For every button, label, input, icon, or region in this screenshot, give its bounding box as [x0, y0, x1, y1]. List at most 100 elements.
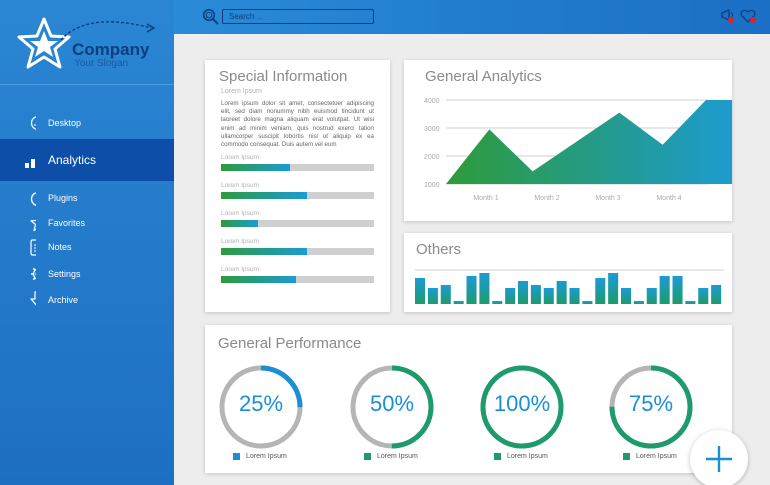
search-input[interactable]: [222, 9, 374, 24]
progress-row: Lorem Ipsum: [221, 182, 374, 199]
donut-ring: [219, 365, 303, 449]
brand-slogan: Your Slogan: [74, 58, 129, 69]
donut-arc: [219, 365, 303, 449]
progress-label: Lorem Ipsum: [221, 154, 259, 161]
bar: [685, 301, 696, 304]
others-card: Others: [404, 233, 732, 312]
special-information-card: Special Information Lorem Ipsum Lorem ip…: [205, 60, 390, 312]
bar: [672, 276, 683, 304]
bar: [453, 301, 464, 304]
donut-value: 25%: [238, 391, 284, 416]
bar: [427, 288, 438, 304]
bar: [633, 301, 644, 304]
area-series: [446, 100, 732, 184]
sidebar-item-plugins[interactable]: Plugins: [0, 189, 174, 207]
notes-icon: [30, 238, 36, 256]
y-tick-label: 3000: [424, 126, 440, 133]
y-tick-label: 4000: [424, 98, 440, 105]
star-icon: [30, 219, 36, 232]
bar-chart-icon: [25, 159, 35, 168]
bar: [621, 288, 632, 304]
notification-icon[interactable]: [720, 8, 736, 24]
bar: [518, 281, 529, 304]
progress-track: [221, 192, 374, 199]
power-icon: [30, 192, 36, 206]
legend-label: Lorem Ipsum: [636, 453, 677, 460]
donut-ring: [350, 365, 434, 449]
legend-item: Lorem Ipsum: [364, 453, 418, 460]
progress-label: Lorem Ipsum: [221, 182, 259, 189]
donut-chart: 75% Lorem Ipsum: [607, 363, 695, 460]
sidebar-item-desktop[interactable]: Desktop: [0, 115, 174, 131]
legend-swatch: [494, 453, 501, 460]
progress-fill: [221, 192, 307, 199]
brand-name: Company: [72, 40, 150, 59]
sidebar: Company Your Slogan Desktop Analytics Pl…: [0, 0, 174, 485]
bar: [582, 301, 593, 304]
y-tick-label: 1000: [424, 182, 440, 189]
sidebar-item-archive[interactable]: Archive: [0, 291, 174, 309]
progress-track: [221, 164, 374, 171]
bar: [415, 278, 426, 304]
donut-chart: 100% Lorem Ipsum: [478, 363, 566, 460]
progress-fill: [221, 276, 296, 283]
card-title: Special Information: [219, 68, 348, 85]
progress-row: Lorem Ipsum: [221, 210, 374, 227]
sidebar-item-label: Notes: [48, 242, 72, 252]
bar: [569, 288, 580, 304]
legend-swatch: [364, 453, 371, 460]
legend-swatch: [233, 453, 240, 460]
donut-value: 100%: [493, 391, 551, 416]
progress-fill: [221, 164, 290, 171]
legend-item: Lorem Ipsum: [623, 453, 677, 460]
progress-fill: [221, 248, 307, 255]
legend-item: Lorem Ipsum: [494, 453, 548, 460]
add-button[interactable]: [690, 430, 748, 485]
sidebar-item-label: Analytics: [48, 153, 97, 167]
bar: [492, 301, 503, 304]
bar: [646, 288, 657, 304]
sidebar-item-label: Desktop: [48, 118, 82, 128]
topbar: [174, 0, 770, 34]
donut-value: 75%: [628, 391, 674, 416]
donut-arc: [350, 365, 434, 449]
donut-chart: 50% Lorem Ipsum: [348, 363, 436, 460]
bar: [543, 288, 554, 304]
donut-chart: 25% Lorem Ipsum: [217, 363, 305, 460]
sidebar-item-favorites[interactable]: Favorites: [0, 214, 174, 232]
sidebar-item-label: Settings: [48, 269, 81, 279]
card-paragraph: Lorem ipsum dolor sit amet, consectetuer…: [221, 100, 374, 149]
legend-label: Lorem Ipsum: [246, 453, 287, 460]
x-tick-label: Month 1: [473, 195, 498, 202]
donut-ring: [609, 365, 693, 449]
donut-arc: [609, 365, 693, 449]
logo: [14, 14, 174, 76]
bar: [608, 273, 619, 304]
bar: [505, 288, 516, 304]
bar-chart: [415, 269, 724, 304]
sidebar-item-settings[interactable]: Settings: [0, 265, 174, 283]
bar: [711, 285, 722, 304]
favorites-icon[interactable]: [740, 8, 758, 24]
progress-row: Lorem Ipsum: [221, 154, 374, 171]
progress-label: Lorem Ipsum: [221, 210, 259, 217]
bar: [556, 281, 567, 304]
download-arrow-icon: [30, 291, 36, 306]
legend-label: Lorem Ipsum: [507, 453, 548, 460]
sidebar-item-analytics[interactable]: Analytics: [0, 139, 174, 181]
progress-row: Lorem Ipsum: [221, 238, 374, 255]
y-tick-label: 2000: [424, 154, 440, 161]
progress-fill: [221, 220, 258, 227]
search-icon[interactable]: [202, 8, 220, 26]
progress-track: [221, 220, 374, 227]
bar: [530, 285, 541, 304]
sidebar-item-label: Plugins: [48, 193, 78, 203]
card-title: General Analytics: [425, 68, 542, 85]
progress-track: [221, 248, 374, 255]
sidebar-item-notes[interactable]: Notes: [0, 238, 174, 256]
bar: [440, 285, 451, 304]
donut-value: 50%: [369, 391, 415, 416]
progress-track: [221, 276, 374, 283]
general-analytics-card: General Analytics 4000 3000 2000 1000 Month …: [404, 60, 732, 221]
x-tick-label: Month 2: [534, 195, 559, 202]
